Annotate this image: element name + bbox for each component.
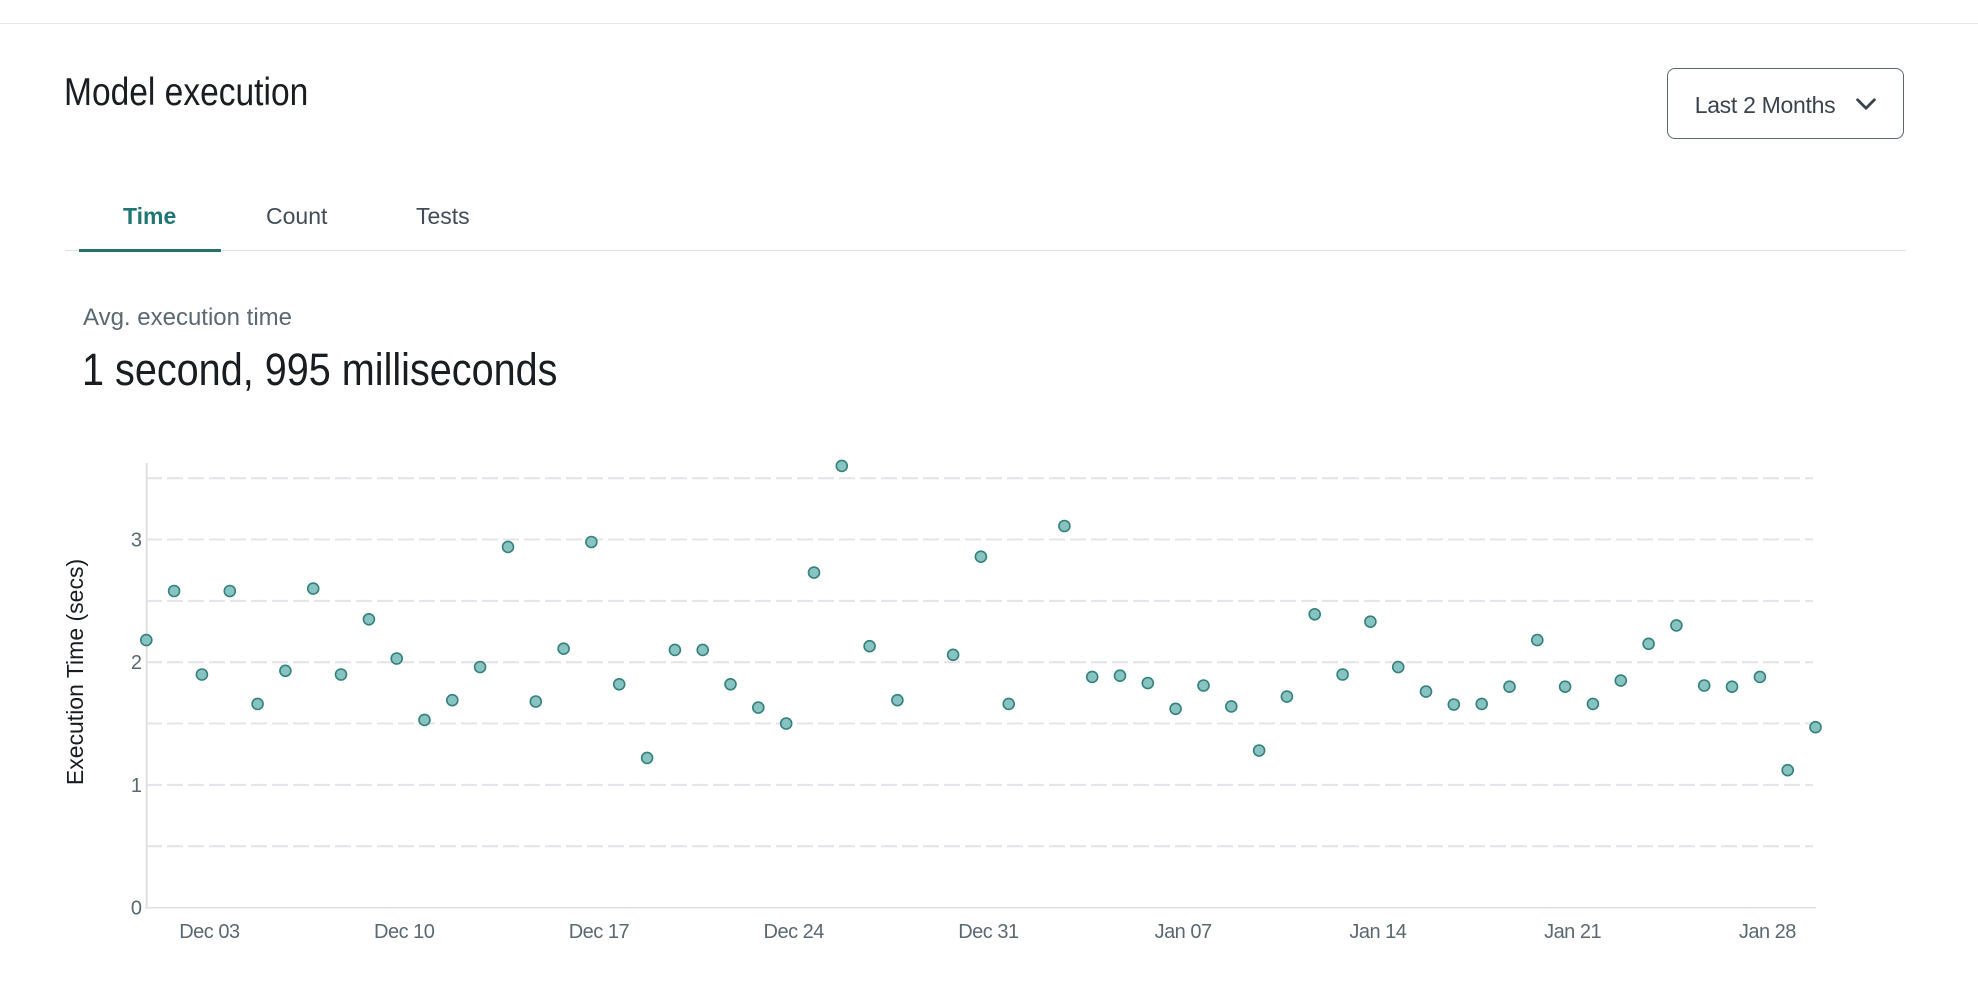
svg-text:0: 0 bbox=[131, 898, 142, 920]
svg-text:Dec 03: Dec 03 bbox=[179, 921, 240, 943]
svg-text:Dec 31: Dec 31 bbox=[958, 921, 1019, 943]
svg-text:1: 1 bbox=[131, 775, 142, 797]
svg-text:Jan 21: Jan 21 bbox=[1544, 921, 1601, 943]
svg-text:Dec 24: Dec 24 bbox=[764, 921, 825, 943]
svg-text:Dec 10: Dec 10 bbox=[374, 921, 435, 943]
svg-text:Dec 17: Dec 17 bbox=[569, 921, 630, 943]
svg-text:Jan 07: Jan 07 bbox=[1155, 921, 1212, 943]
svg-text:Execution Time (secs): Execution Time (secs) bbox=[62, 559, 88, 785]
svg-text:Jan 14: Jan 14 bbox=[1349, 921, 1406, 943]
svg-text:2: 2 bbox=[131, 652, 142, 674]
svg-text:3: 3 bbox=[131, 530, 142, 552]
svg-text:Jan 28: Jan 28 bbox=[1739, 921, 1796, 943]
